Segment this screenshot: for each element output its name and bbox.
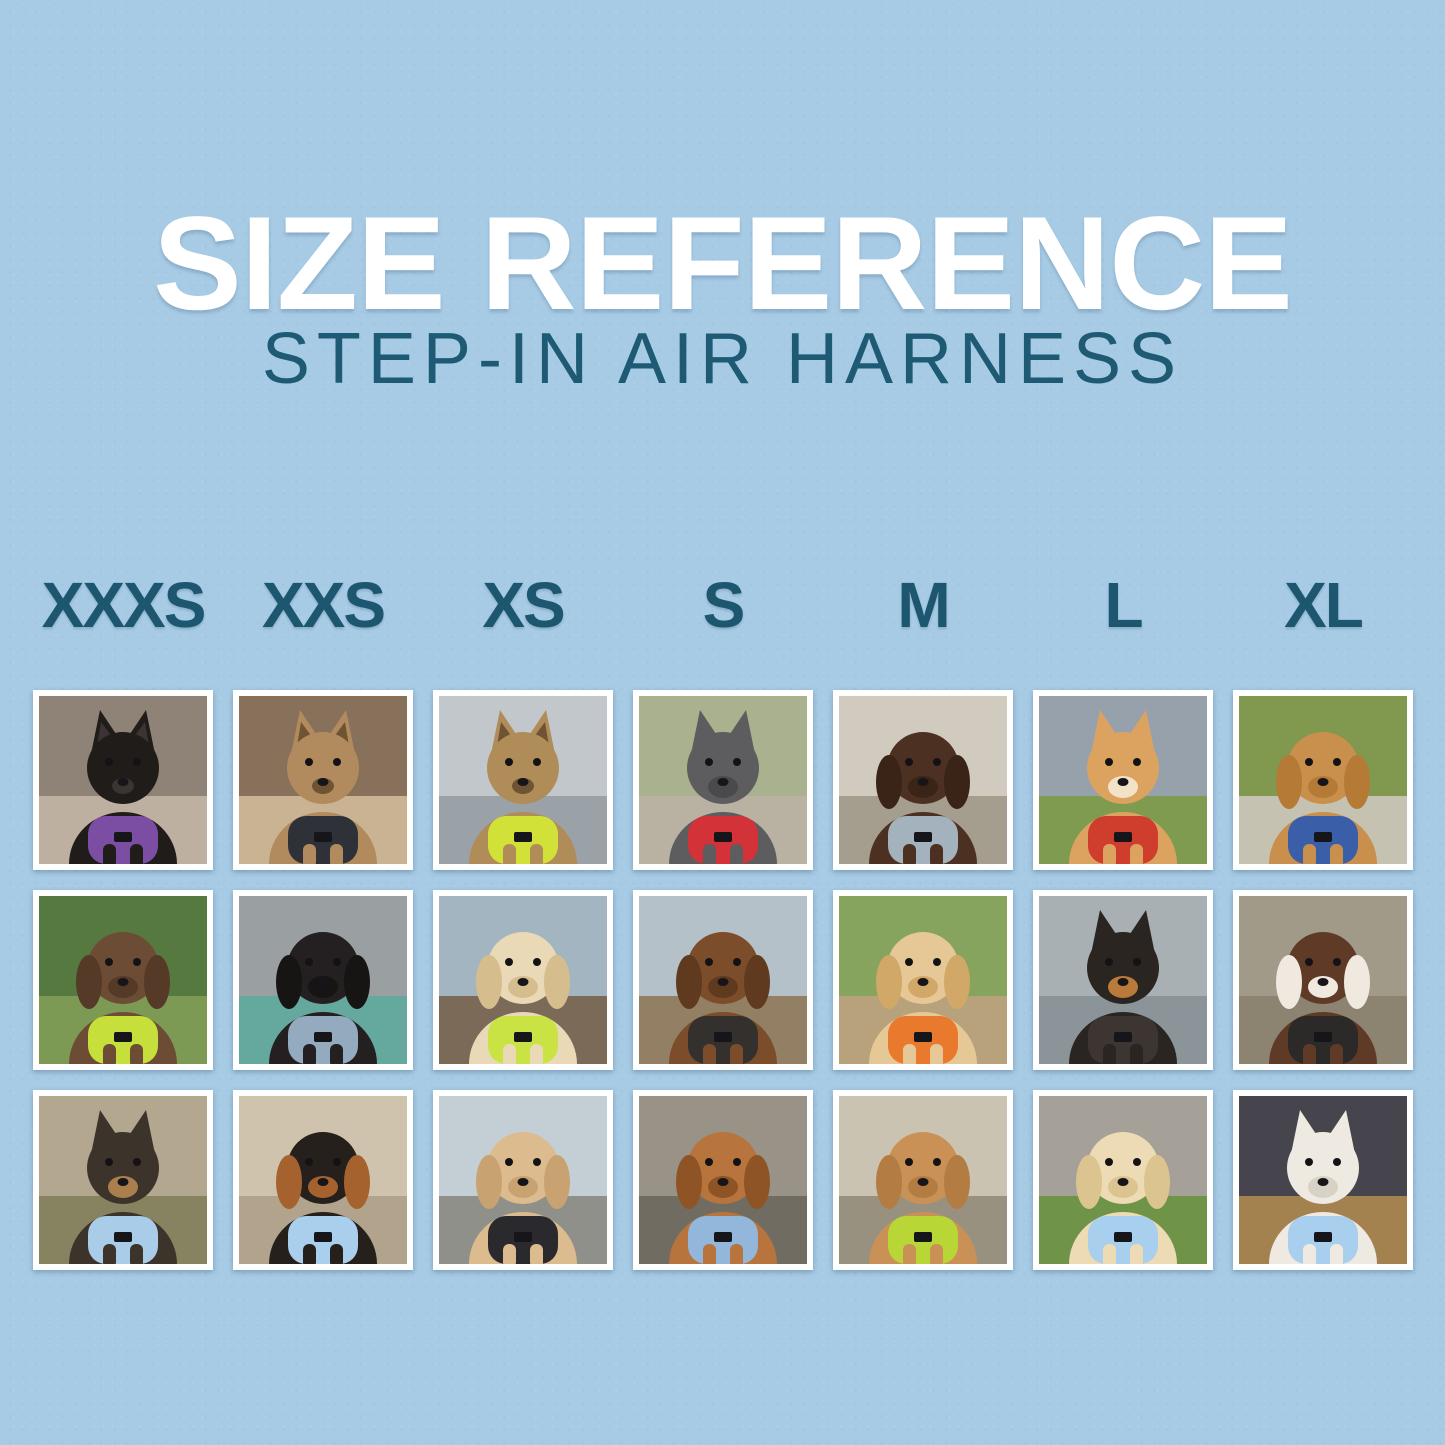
- photo-xl-row2: [1233, 890, 1413, 1070]
- size-label-m: M: [897, 569, 950, 641]
- pet-photo-illustration: [39, 696, 207, 864]
- pet-photo-illustration: [239, 1096, 407, 1264]
- pet-photo-illustration: [839, 1096, 1007, 1264]
- size-label-xxs: XXS: [261, 569, 386, 641]
- page-title: SIZE REFERENCE: [153, 190, 1293, 339]
- page-subtitle: STEP-IN AIR HARNESS: [261, 318, 1184, 399]
- photo-xl-row1: [1233, 690, 1413, 870]
- photo-l-row3: [1033, 1090, 1213, 1270]
- photo-xxs-row1: [233, 690, 413, 870]
- photo-xxxs-row2: [33, 890, 213, 1070]
- photo-s-row3: [633, 1090, 813, 1270]
- photo-xs-row2: [433, 890, 613, 1070]
- photo-xxxs-row1: [33, 690, 213, 870]
- size-label-xs: XS: [482, 569, 565, 641]
- pet-photo-illustration: [239, 696, 407, 864]
- size-labels-row: XXXS XXS XS S M L XL: [33, 568, 1413, 642]
- pet-photo-illustration: [39, 1096, 207, 1264]
- pet-photo-illustration: [439, 696, 607, 864]
- size-label-xxxs: XXXS: [41, 569, 207, 641]
- pet-photo-illustration: [39, 896, 207, 1064]
- photo-xxs-row3: [233, 1090, 413, 1270]
- pet-photo-illustration: [439, 1096, 607, 1264]
- photo-m-row2: [833, 890, 1013, 1070]
- pet-photo-illustration: [439, 896, 607, 1064]
- pet-photo-illustration: [1039, 696, 1207, 864]
- pet-photo-illustration: [239, 896, 407, 1064]
- pet-photo-illustration: [1039, 1096, 1207, 1264]
- size-label-xl: XL: [1284, 569, 1364, 641]
- pet-photo-illustration: [1039, 896, 1207, 1064]
- photo-xs-row3: [433, 1090, 613, 1270]
- pet-photo-illustration: [839, 696, 1007, 864]
- photo-s-row1: [633, 690, 813, 870]
- photo-xl-row3: [1233, 1090, 1413, 1270]
- pet-photo-illustration: [839, 896, 1007, 1064]
- pet-photo-illustration: [1239, 696, 1407, 864]
- pet-photo-illustration: [1239, 1096, 1407, 1264]
- photo-l-row1: [1033, 690, 1213, 870]
- photo-grid: [33, 690, 1413, 1270]
- photo-xxxs-row3: [33, 1090, 213, 1270]
- photo-xxs-row2: [233, 890, 413, 1070]
- photo-m-row3: [833, 1090, 1013, 1270]
- photo-s-row2: [633, 890, 813, 1070]
- photo-m-row1: [833, 690, 1013, 870]
- pet-photo-illustration: [639, 696, 807, 864]
- photo-l-row2: [1033, 890, 1213, 1070]
- pet-photo-illustration: [639, 896, 807, 1064]
- size-label-s: S: [702, 569, 746, 641]
- photo-xs-row1: [433, 690, 613, 870]
- pet-photo-illustration: [1239, 896, 1407, 1064]
- pet-photo-illustration: [639, 1096, 807, 1264]
- size-label-l: L: [1104, 569, 1143, 641]
